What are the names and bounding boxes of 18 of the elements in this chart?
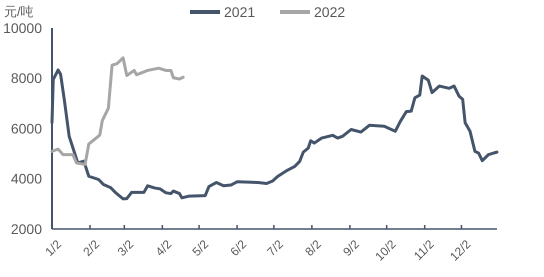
y-tick-label: 10000	[3, 20, 42, 36]
x-tick-label: 4/2	[152, 236, 175, 259]
legend-label: 2022	[314, 4, 346, 20]
x-tick-label: 3/2	[114, 236, 137, 259]
x-tick-label: 5/2	[189, 236, 212, 259]
x-tick-label: 2/2	[80, 236, 102, 259]
line-series	[50, 56, 185, 166]
y-tick-label: 4000	[10, 170, 42, 187]
y-axis-title: 元/吨	[4, 4, 34, 19]
x-tick-label: 9/2	[340, 236, 362, 259]
x-tick-label: 7/2	[264, 236, 286, 259]
x-tick-label: 1/2	[42, 236, 64, 259]
y-tick-label: 2000	[10, 220, 42, 237]
x-tick-label: 6/2	[227, 236, 250, 259]
y-tick-label: 6000	[10, 120, 42, 136]
y-tick-label: 8000	[10, 70, 42, 86]
legend-label: 2021	[224, 4, 256, 20]
x-tick-label: 8/2	[302, 236, 324, 259]
